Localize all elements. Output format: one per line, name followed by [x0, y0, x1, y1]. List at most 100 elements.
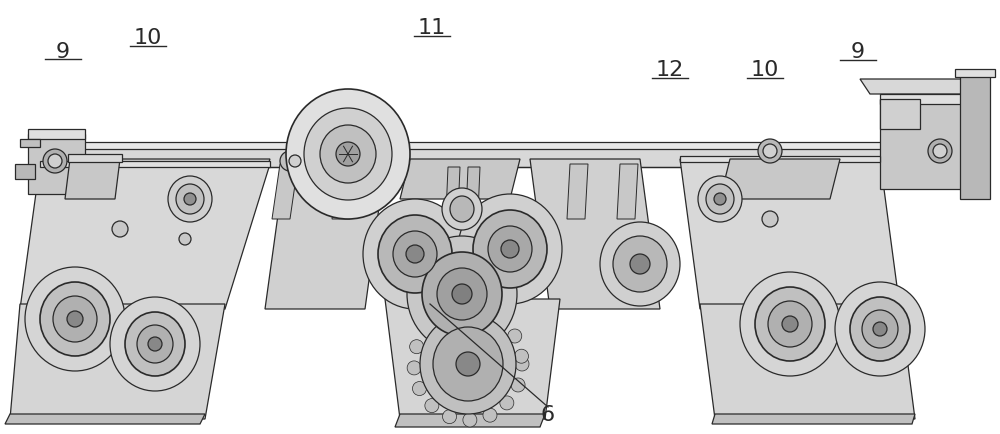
Circle shape	[873, 322, 887, 336]
Text: 6: 6	[541, 404, 555, 424]
Circle shape	[436, 308, 450, 322]
Ellipse shape	[422, 253, 502, 336]
Polygon shape	[20, 164, 270, 309]
Circle shape	[714, 194, 726, 206]
Ellipse shape	[755, 287, 825, 361]
Polygon shape	[530, 160, 660, 309]
Polygon shape	[15, 164, 35, 180]
Polygon shape	[65, 160, 120, 200]
Polygon shape	[860, 80, 980, 95]
Circle shape	[407, 361, 421, 375]
Ellipse shape	[835, 283, 925, 376]
Ellipse shape	[850, 297, 910, 361]
Polygon shape	[40, 161, 270, 168]
Circle shape	[336, 143, 360, 167]
Text: 12: 12	[656, 60, 684, 80]
Ellipse shape	[488, 227, 532, 273]
Ellipse shape	[473, 210, 547, 288]
Polygon shape	[446, 168, 460, 214]
Ellipse shape	[768, 301, 812, 347]
Ellipse shape	[393, 231, 437, 277]
Circle shape	[455, 302, 469, 316]
Polygon shape	[28, 130, 85, 140]
Ellipse shape	[420, 314, 516, 414]
Polygon shape	[466, 168, 480, 214]
Circle shape	[148, 337, 162, 351]
Circle shape	[289, 156, 301, 168]
Ellipse shape	[304, 109, 392, 201]
Ellipse shape	[706, 184, 734, 214]
Circle shape	[501, 240, 519, 258]
Polygon shape	[880, 100, 920, 130]
Circle shape	[933, 145, 947, 159]
Circle shape	[500, 396, 514, 410]
Ellipse shape	[433, 327, 503, 401]
Polygon shape	[35, 160, 270, 270]
Ellipse shape	[437, 268, 487, 320]
Circle shape	[412, 381, 426, 396]
Circle shape	[515, 357, 529, 371]
Ellipse shape	[286, 90, 410, 220]
Polygon shape	[880, 100, 980, 190]
Ellipse shape	[176, 184, 204, 214]
Polygon shape	[68, 155, 122, 163]
Ellipse shape	[600, 223, 680, 306]
Circle shape	[483, 408, 497, 422]
Circle shape	[112, 221, 128, 237]
Ellipse shape	[613, 237, 667, 293]
Circle shape	[48, 155, 62, 169]
Text: 9: 9	[56, 42, 70, 62]
Polygon shape	[680, 157, 880, 163]
Ellipse shape	[168, 177, 212, 223]
Polygon shape	[567, 164, 588, 220]
Text: 10: 10	[134, 28, 162, 48]
Circle shape	[762, 211, 778, 227]
Polygon shape	[332, 164, 358, 220]
Circle shape	[494, 313, 508, 327]
Ellipse shape	[407, 237, 517, 352]
Circle shape	[452, 284, 472, 304]
Polygon shape	[720, 160, 840, 200]
Circle shape	[463, 413, 477, 427]
Polygon shape	[680, 160, 900, 309]
Circle shape	[928, 140, 952, 164]
Ellipse shape	[40, 283, 110, 356]
Circle shape	[67, 311, 83, 327]
Circle shape	[514, 349, 528, 363]
Polygon shape	[20, 140, 40, 148]
Ellipse shape	[698, 177, 742, 223]
Polygon shape	[40, 143, 960, 150]
Ellipse shape	[137, 325, 173, 363]
Ellipse shape	[53, 296, 97, 342]
Circle shape	[179, 233, 191, 246]
Polygon shape	[955, 70, 995, 78]
Circle shape	[410, 340, 424, 354]
Polygon shape	[28, 135, 85, 194]
Ellipse shape	[125, 312, 185, 376]
Circle shape	[508, 329, 522, 343]
Circle shape	[511, 378, 525, 392]
Ellipse shape	[458, 194, 562, 304]
Polygon shape	[10, 304, 225, 419]
Ellipse shape	[740, 273, 840, 376]
Polygon shape	[5, 414, 205, 424]
Polygon shape	[272, 164, 298, 220]
Polygon shape	[712, 414, 915, 424]
Circle shape	[763, 145, 777, 159]
Polygon shape	[40, 148, 960, 168]
Polygon shape	[617, 164, 638, 220]
Circle shape	[758, 140, 782, 164]
Circle shape	[425, 399, 439, 413]
Ellipse shape	[378, 216, 452, 293]
Circle shape	[280, 151, 300, 171]
Ellipse shape	[25, 267, 125, 371]
Ellipse shape	[450, 197, 474, 223]
Polygon shape	[385, 299, 560, 419]
Circle shape	[443, 410, 457, 424]
Ellipse shape	[110, 297, 200, 391]
Ellipse shape	[320, 126, 376, 184]
Text: 11: 11	[418, 18, 446, 38]
Text: 9: 9	[851, 42, 865, 62]
Circle shape	[630, 254, 650, 274]
Polygon shape	[400, 160, 520, 200]
